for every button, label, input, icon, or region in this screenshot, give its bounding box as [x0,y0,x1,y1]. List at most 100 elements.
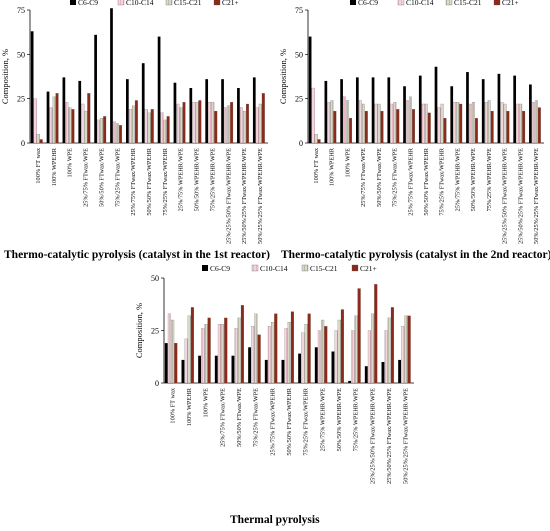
bar [317,330,321,384]
bar [242,110,246,144]
bar [424,103,428,144]
bar [471,102,475,144]
bar [49,107,53,144]
x-tick-label: 50%/50% FTwax/WPEHR [146,147,153,215]
bar [531,102,535,144]
bar [237,88,240,143]
bar [208,102,212,144]
bar [214,110,218,144]
bar [131,105,135,144]
bar [497,73,501,143]
bar [314,347,318,383]
bar [381,362,385,383]
bar [141,63,145,144]
bar [36,134,40,144]
bar [355,77,359,143]
bar [110,8,113,143]
y-tick-label: 25 [151,327,159,336]
bar [264,359,268,383]
bar [487,100,491,144]
bar [171,319,175,384]
bar [176,103,180,144]
x-tick-label: 50%/50% WPEHR/WPE [336,388,343,452]
x-tick-label: 50%/50% FTwax/WPE [376,148,383,207]
bar [440,103,444,144]
x-tick-label: 100% WPE [344,148,351,178]
bar [484,102,488,144]
bar [103,116,107,144]
x-tick-label: 25%/25%/50% FTwax/WPEHR/WPE [225,148,232,244]
legend-swatch [202,265,208,271]
bar [254,313,258,384]
bar [281,359,285,383]
bar [30,31,34,144]
legend-swatch [397,0,405,6]
x-tick-label: 25%/75% FTwax/WPEHR [407,147,414,215]
bar [529,84,532,143]
legend-label: C10-C14 [126,0,154,7]
legend-label: C6-C9 [358,0,378,7]
bar [343,96,347,144]
bar [195,102,199,144]
bar [301,332,305,384]
bar [364,366,368,383]
bar [340,309,344,384]
bar [52,96,56,144]
x-tick-label: 25%/25%/50% FTwax/WPEHR/WPE [502,148,509,244]
legend-swatch [213,0,221,6]
bar [237,317,241,384]
bar [55,93,59,144]
chart-caption-2nd-reactor: Thermo-catalytic pyrolysis (catalyst in … [281,249,550,261]
bar [157,36,161,143]
bar [304,324,308,384]
bar [469,103,472,144]
x-tick-label: 75%/25% FTwax/WPEHR [439,147,446,215]
bar [100,118,104,144]
x-tick-label: 50%/50% WPEHR/WPE [194,148,201,212]
bar [68,107,72,144]
bar [217,324,221,384]
bar [271,321,275,384]
bar [367,330,371,384]
x-tick-label: 100% FT wax [35,147,42,183]
legend-swatch [70,0,76,5]
chart-svg-2nd-reactor: 0 25 50 75 Composition, % 100% FT wax 100% WPE… [278,0,544,244]
bar [349,118,353,144]
x-tick-label: 75%/25% WPEHR/WPE [486,148,493,212]
bar [128,109,132,144]
bar [387,317,391,384]
bar [207,317,211,384]
x-tick-label: 50%/50% WPEHR/WPE [470,148,477,212]
bar [307,313,311,384]
bar [166,116,170,144]
bar [396,109,400,144]
y-tick-label: 0 [155,379,159,388]
x-tick-label: 100% WPE [203,388,210,418]
bar [393,102,397,144]
bar [371,77,375,143]
bar [404,315,408,384]
bar [116,123,119,144]
x-tick-label: 50%/50% FTwax/WPE [236,388,243,447]
x-tick-label: 100% WPEHR [329,147,336,186]
bar [163,119,167,144]
x-tick-label: 50%/25%/25% FTwax/WPEHR/WPE [403,388,410,484]
bar [240,305,244,384]
bar [39,139,43,144]
bar [337,319,341,384]
chart-panel-thermal: 0 25 50 Composition, % 100% FT wax 100% WPEHR… [130,264,420,531]
bar [224,317,228,384]
bar [348,380,352,383]
bar [179,107,183,144]
bar [94,34,97,143]
x-tick-label: 100% FT wax [169,387,176,423]
y-axis-label: Composition, % [0,49,10,104]
bar [173,82,177,143]
bar [443,118,447,144]
y-tick-label: 50 [151,274,159,283]
bar [358,100,362,144]
x-tick-label: 75%/25% FTwax/WPE [253,388,260,447]
bar [246,103,249,144]
x-tick-label: 75%/25% WPEHR/WPE [209,148,216,212]
x-tick-label: 75%/25% FTwax/WPEHR [162,147,169,215]
